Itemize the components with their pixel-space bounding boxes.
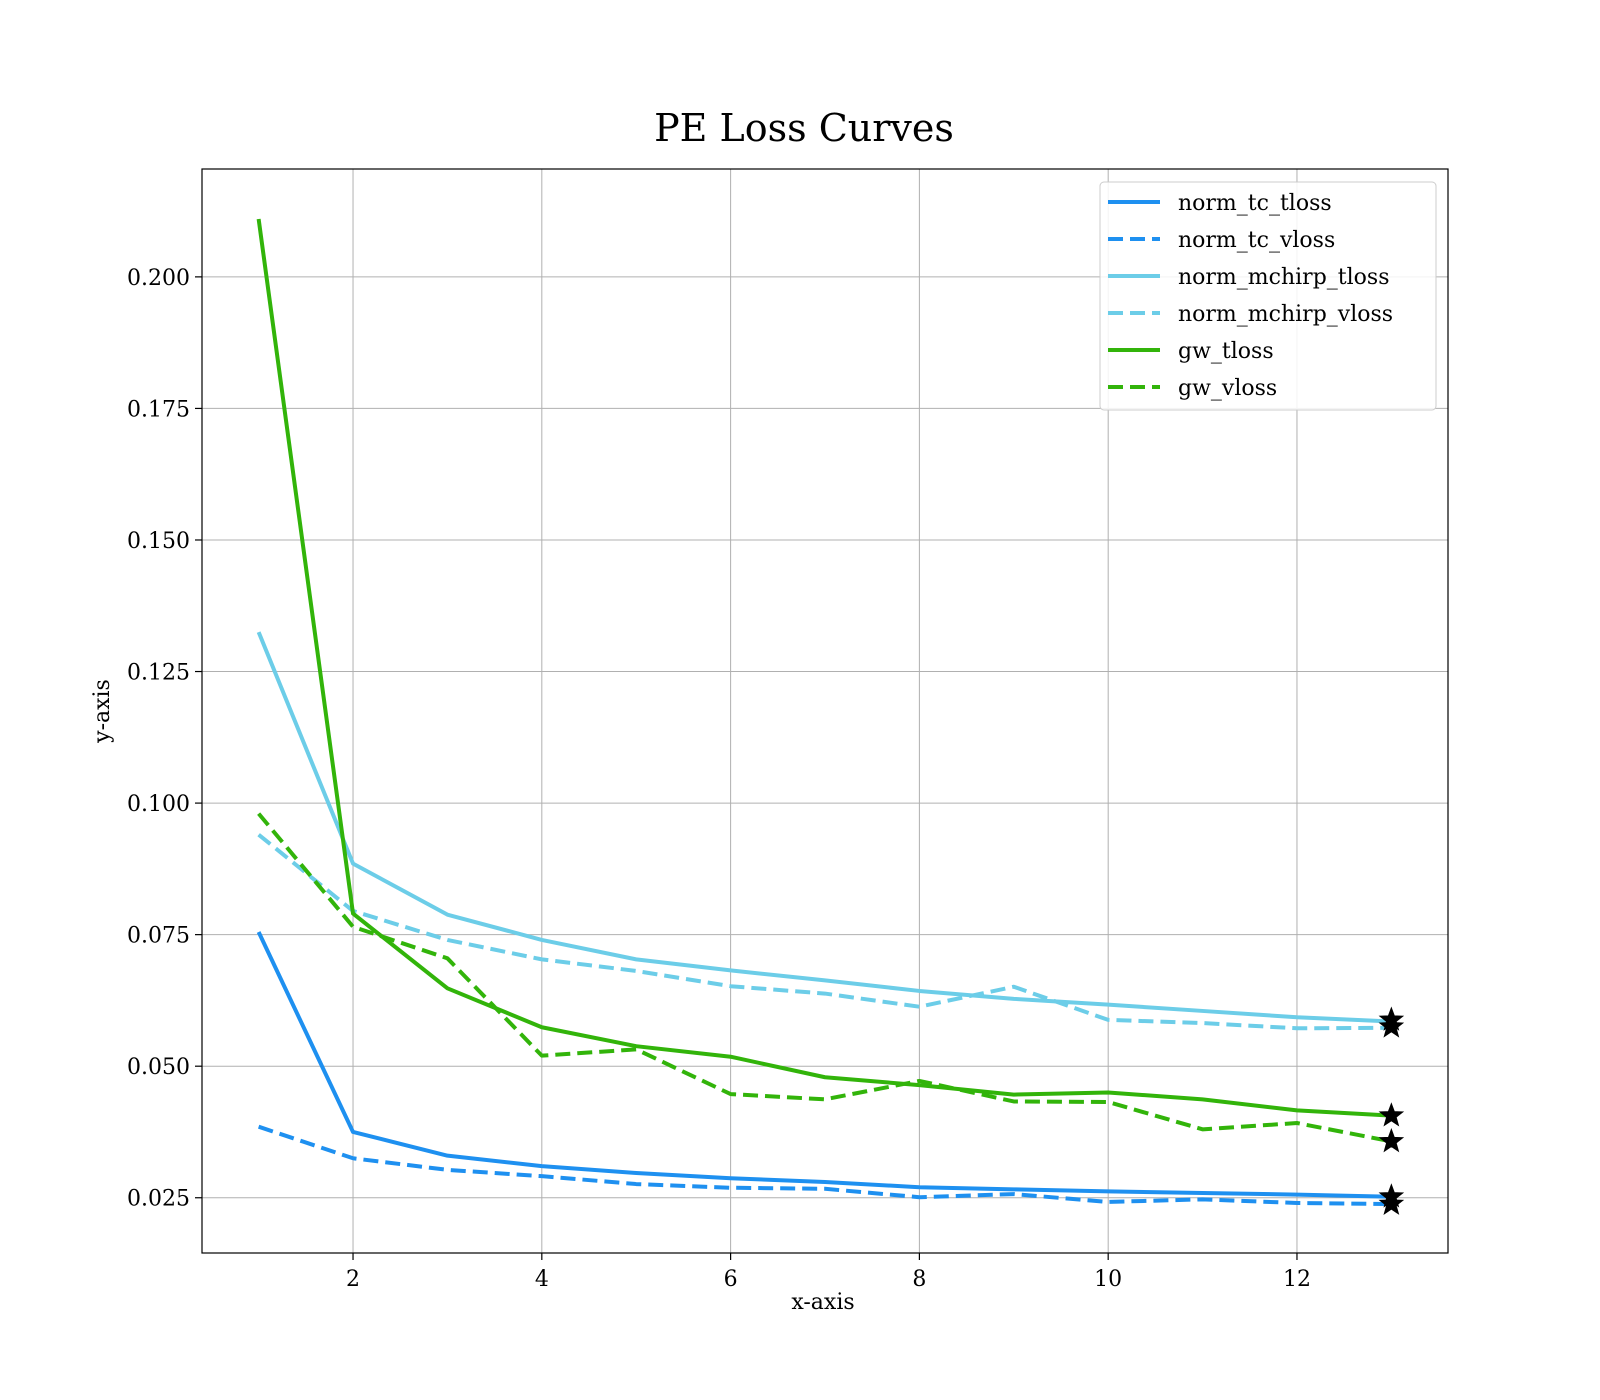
y-tick-label: 0.175	[127, 397, 190, 422]
x-axis-ticks: 2 4 6 8 10 12	[346, 1253, 1311, 1292]
series-line-norm-mchirp-vloss	[257, 833, 1392, 1031]
y-tick-label: 0.025	[127, 1187, 190, 1212]
legend-label: norm_tc_vloss	[1178, 228, 1335, 253]
legend: norm_tc_tloss norm_tc_vloss norm_mchirp_tl…	[1099, 181, 1437, 411]
series-line-gw-tloss	[256, 218, 1392, 1118]
grid-lines	[202, 169, 1448, 1253]
x-tick-label: 8	[912, 1267, 926, 1292]
legend-label: norm_mchirp_tloss	[1178, 265, 1389, 290]
star-marker	[1378, 1102, 1405, 1127]
series-line-gw-vloss	[257, 812, 1392, 1144]
legend-box	[1099, 181, 1437, 411]
x-tick-label: 10	[1094, 1267, 1122, 1292]
y-axis-label: y-axis	[90, 679, 115, 744]
star-marker	[1378, 1013, 1405, 1038]
x-axis-label: x-axis	[791, 1290, 854, 1315]
star-markers	[1378, 1006, 1405, 1215]
series-line-norm-tc-tloss	[256, 931, 1392, 1199]
y-tick-label: 0.150	[127, 529, 190, 554]
series-line-norm-tc-vloss	[258, 1124, 1392, 1207]
y-tick-label: 0.100	[127, 792, 190, 817]
y-axis-ticks: 0.025 0.050 0.075 0.100 0.125 0.150 0.175 0.200	[127, 266, 202, 1212]
x-tick-label: 2	[346, 1267, 360, 1292]
legend-label: norm_mchirp_vloss	[1178, 302, 1393, 327]
legend-label: norm_tc_tloss	[1178, 191, 1332, 216]
series-line-norm-mchirp-tloss	[256, 631, 1392, 1024]
plot-frame	[201, 168, 1449, 1254]
legend-items: norm_tc_tloss norm_tc_vloss norm_mchirp_tl…	[1108, 191, 1393, 401]
legend-label: gw_tloss	[1178, 339, 1274, 364]
y-tick-label: 0.050	[127, 1055, 190, 1080]
x-tick-label: 4	[535, 1267, 549, 1292]
star-marker	[1378, 1190, 1405, 1215]
chart-title: PE Loss Curves	[654, 106, 954, 150]
legend-label: gw_vloss	[1178, 376, 1277, 401]
x-tick-label: 12	[1283, 1267, 1311, 1292]
y-tick-label: 0.075	[127, 924, 190, 949]
star-marker	[1378, 1127, 1405, 1153]
y-tick-label: 0.200	[127, 266, 190, 291]
series-lines	[256, 218, 1392, 1207]
y-tick-label: 0.125	[127, 661, 190, 686]
x-tick-label: 6	[724, 1267, 738, 1292]
